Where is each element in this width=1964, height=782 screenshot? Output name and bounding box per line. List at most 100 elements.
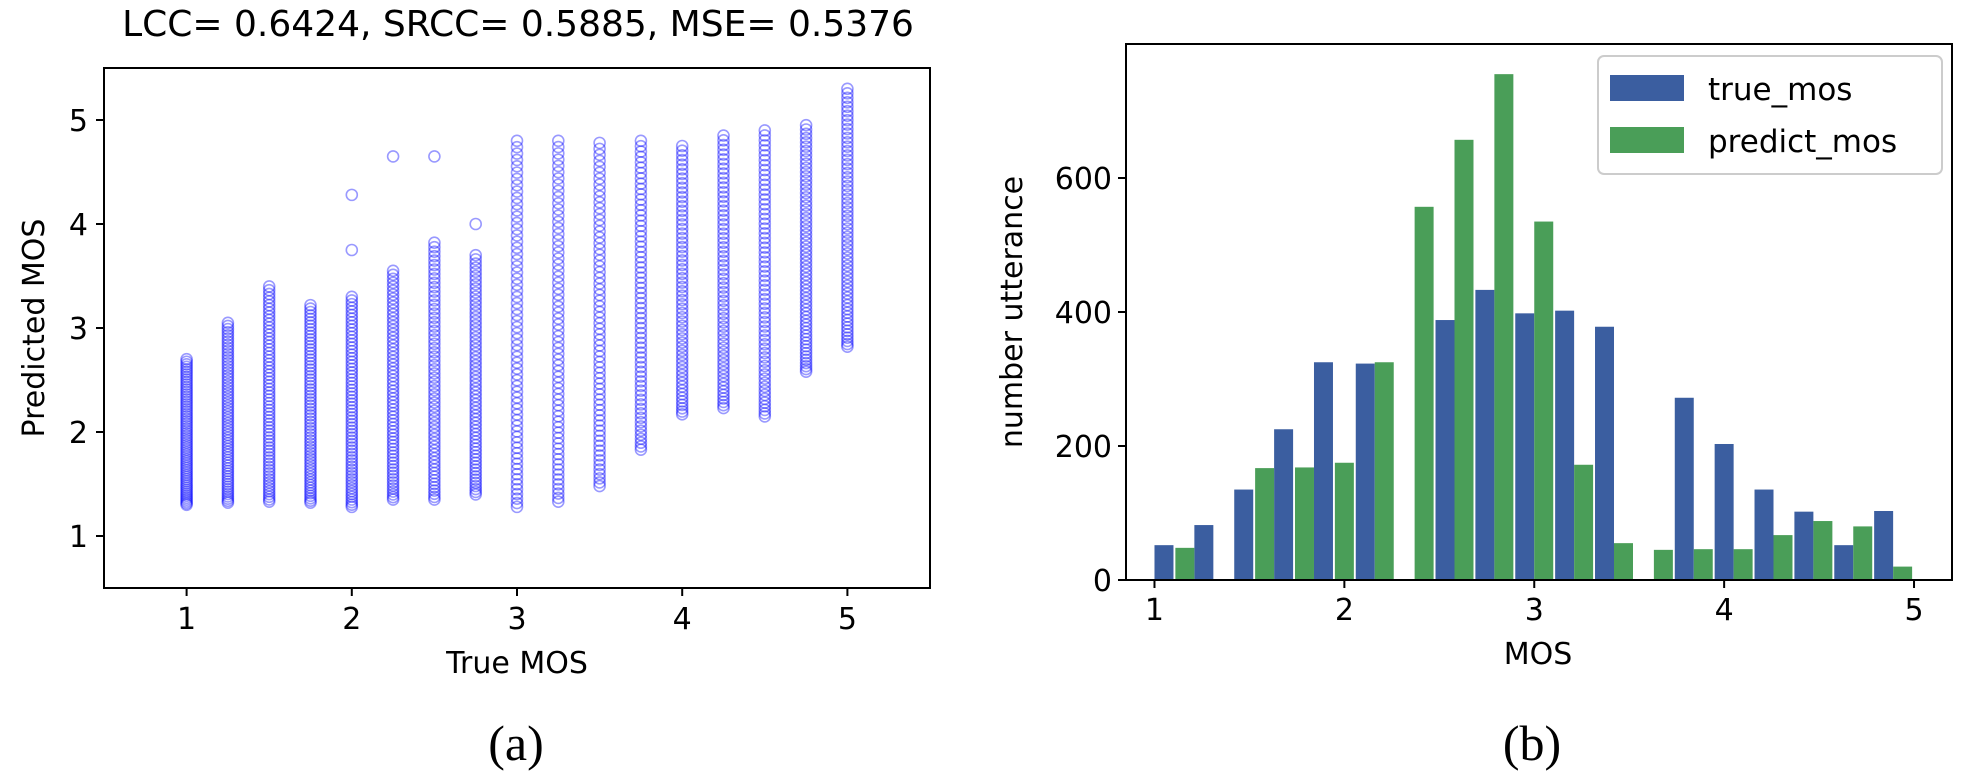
series-predict-mos xyxy=(1175,74,1913,581)
scatter-point xyxy=(180,464,193,477)
scatter-point xyxy=(675,387,689,401)
scatter-point xyxy=(180,466,193,479)
scatter-point xyxy=(180,496,193,510)
scatter-point xyxy=(428,358,441,372)
scatter-point xyxy=(593,178,606,191)
scatter-point xyxy=(304,434,317,447)
scatter-point xyxy=(841,192,854,206)
scatter-point xyxy=(551,495,565,508)
scatter-point xyxy=(262,302,276,316)
scatter-point xyxy=(345,397,359,411)
scatter-point xyxy=(675,364,689,378)
scatter-point xyxy=(758,392,772,406)
scatter-point xyxy=(469,476,483,490)
scatter-point xyxy=(180,459,193,473)
scatter-point xyxy=(799,332,813,346)
scatter-point xyxy=(345,411,359,424)
scatter-point xyxy=(675,271,689,285)
scatter-point xyxy=(593,414,606,427)
scatter-point xyxy=(428,404,441,418)
scatter-point xyxy=(593,160,606,174)
scatter-point xyxy=(221,425,235,439)
scatter-point xyxy=(428,276,441,290)
scatter-point xyxy=(469,374,483,388)
scatter-point xyxy=(386,439,400,452)
scatter-column xyxy=(180,352,193,512)
bar-true-mos xyxy=(1674,397,1694,580)
scatter-point xyxy=(799,350,813,363)
scatter-point xyxy=(180,481,193,494)
scatter-point xyxy=(593,403,606,417)
scatter-point xyxy=(386,311,400,325)
scatter-point xyxy=(345,427,359,441)
scatter-point xyxy=(551,376,565,389)
scatter-point xyxy=(428,408,441,422)
scatter-point xyxy=(593,398,606,412)
scatter-point xyxy=(758,217,772,230)
scatter-point xyxy=(510,278,524,292)
scatter-point xyxy=(510,153,524,167)
scatter-point xyxy=(758,396,772,409)
scatter-x-tick-label: 5 xyxy=(838,602,857,637)
scatter-point xyxy=(799,224,813,237)
scatter-point xyxy=(345,450,359,464)
scatter-point xyxy=(469,269,483,283)
scatter-point xyxy=(428,367,441,380)
scatter-point xyxy=(386,414,400,427)
scatter-point xyxy=(304,496,317,510)
scatter-point xyxy=(510,356,524,370)
scatter-point xyxy=(634,193,648,206)
scatter-point xyxy=(221,482,235,496)
scatter-point xyxy=(593,322,606,336)
scatter-point xyxy=(717,222,730,236)
scatter-point xyxy=(841,287,854,300)
scatter-point xyxy=(262,495,276,508)
scatter-point xyxy=(634,311,648,325)
scatter-point xyxy=(428,470,441,483)
scatter-point xyxy=(469,314,483,328)
scatter-point xyxy=(428,289,441,303)
scatter-point xyxy=(345,330,359,344)
scatter-point xyxy=(758,320,772,333)
scatter-point xyxy=(593,463,606,476)
scatter-point xyxy=(304,402,317,416)
scatter-column xyxy=(304,298,317,510)
scatter-point xyxy=(304,316,317,329)
scatter-point xyxy=(304,326,317,339)
scatter-point xyxy=(469,318,483,332)
scatter-point xyxy=(428,371,441,384)
scatter-point xyxy=(469,306,483,320)
scatter-x-tick-label: 2 xyxy=(342,602,361,637)
scatter-point xyxy=(428,459,441,472)
scatter-point xyxy=(386,463,400,476)
scatter-point xyxy=(510,197,524,211)
scatter-point xyxy=(510,314,524,328)
scatter-point xyxy=(758,178,772,192)
scatter-point xyxy=(386,395,400,409)
scatter-column xyxy=(758,124,772,423)
scatter-point xyxy=(675,391,689,405)
scatter-point xyxy=(428,337,441,351)
scatter-point xyxy=(593,429,606,443)
scatter-point xyxy=(469,459,483,473)
scatter-point xyxy=(510,210,524,224)
scatter-point xyxy=(510,134,524,148)
scatter-point xyxy=(510,478,524,491)
scatter-x-axis-label: True MOS xyxy=(445,646,588,681)
scatter-point xyxy=(221,369,235,382)
scatter-point xyxy=(428,463,441,476)
scatter-point xyxy=(469,386,483,399)
bar-true-mos xyxy=(1794,511,1814,580)
scatter-point xyxy=(304,458,317,472)
scatter-point xyxy=(345,319,359,333)
scatter-point xyxy=(386,435,400,449)
scatter-point xyxy=(799,170,813,183)
scatter-point xyxy=(634,326,648,340)
scatter-point xyxy=(180,383,193,396)
scatter-point xyxy=(345,421,359,434)
scatter-point xyxy=(345,454,359,467)
legend-label-predict-mos: predict_mos xyxy=(1708,124,1897,160)
scatter-point xyxy=(758,158,772,172)
scatter-point xyxy=(469,282,483,295)
scatter-point xyxy=(841,324,854,338)
